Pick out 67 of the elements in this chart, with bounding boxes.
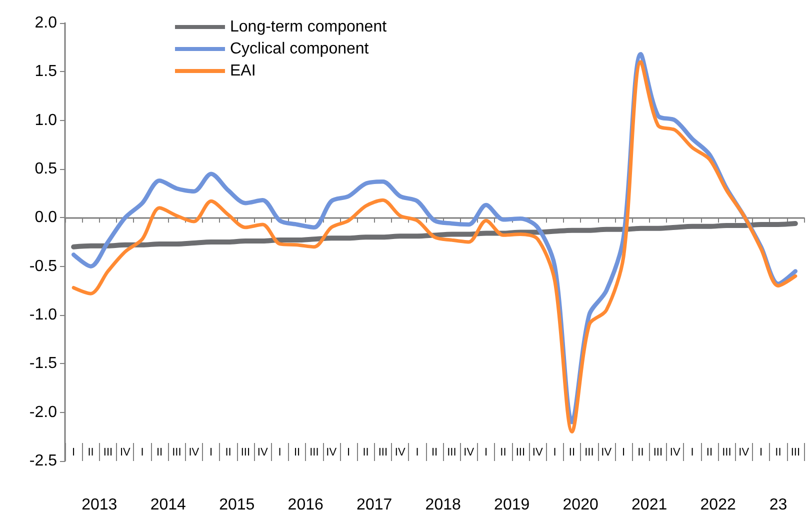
x-tick-label: IV xyxy=(394,446,406,458)
x-tick-label: IV xyxy=(738,446,750,458)
y-tick-label: -2.5 xyxy=(29,452,58,470)
x-tick-label: III xyxy=(722,446,732,458)
x-tick-label: I xyxy=(72,446,76,458)
legend-label: Cyclical component xyxy=(230,40,370,58)
x-tick-label: III xyxy=(447,446,456,458)
text: 2016 xyxy=(288,496,324,514)
x-tick-label: I xyxy=(690,446,694,458)
x-tick-label: IV xyxy=(120,446,132,458)
y-tick-label: -1.0 xyxy=(29,306,58,324)
x-tick-label: I xyxy=(347,446,350,458)
y-tick-label: -0.5 xyxy=(29,258,58,275)
text: 2020 xyxy=(562,496,598,514)
text: 23 xyxy=(769,496,788,514)
y-tick-label: -2.0 xyxy=(29,404,58,421)
x-tick-label: I xyxy=(210,446,213,458)
x-tick-label: III xyxy=(310,446,319,458)
text: 2021 xyxy=(632,496,668,514)
x-tick-label: II xyxy=(638,446,644,458)
x-tick-label: II xyxy=(225,446,232,458)
y-tick-label: -1.5 xyxy=(29,355,58,372)
text: 2022 xyxy=(700,496,736,514)
x-tick-label: I xyxy=(760,446,763,458)
text: 2014 xyxy=(150,496,186,514)
legend-label: EAI xyxy=(230,62,256,80)
x-tick-label: I xyxy=(553,446,556,458)
x-tick-label: II xyxy=(156,446,163,458)
x-tick-label: I xyxy=(622,446,626,458)
x-tick-label: I xyxy=(278,446,282,458)
x-tick-label: II xyxy=(775,446,782,458)
x-tick-label: I xyxy=(416,446,419,458)
x-tick-label: IV xyxy=(532,446,544,458)
text: 2018 xyxy=(425,496,461,514)
y-tick-label: 0.0 xyxy=(34,209,58,226)
x-tick-label: II xyxy=(294,446,300,458)
x-tick-label: III xyxy=(172,446,182,458)
x-tick-label: I xyxy=(484,446,488,458)
x-tick-label: III xyxy=(103,446,113,458)
x-tick-label: I xyxy=(140,446,144,458)
y-tick-label: 2.0 xyxy=(34,14,58,32)
x-tick-label: III xyxy=(653,446,663,458)
text: 2013 xyxy=(82,496,118,514)
x-tick-label: II xyxy=(568,446,576,458)
x-tick-label: II xyxy=(706,446,713,458)
x-tick-label: IV xyxy=(601,446,612,458)
x-tick-label: III xyxy=(378,446,388,458)
x-tick-label: III xyxy=(790,446,800,458)
legend-label: Long-term component xyxy=(230,18,388,36)
x-tick-label: IV xyxy=(257,446,268,458)
x-tick-label: II xyxy=(362,446,369,458)
y-tick-label: 1.5 xyxy=(34,63,58,80)
y-tick-label: 0.5 xyxy=(34,160,58,178)
x-tick-label: III xyxy=(516,446,526,458)
text: 2019 xyxy=(494,496,530,514)
x-tick-label: III xyxy=(584,446,594,458)
x-tick-label: II xyxy=(431,446,438,458)
text: 2017 xyxy=(356,496,392,514)
x-tick-label: III xyxy=(240,446,250,458)
x-tick-label: II xyxy=(500,446,506,458)
x-tick-label: IV xyxy=(326,446,338,458)
x-tick-label: IV xyxy=(670,446,681,458)
x-tick-label: IV xyxy=(464,446,475,458)
text: 2015 xyxy=(219,496,255,514)
x-tick-label: IV xyxy=(188,446,200,458)
x-tick-label: II xyxy=(88,446,94,458)
y-tick-label: 1.0 xyxy=(34,112,58,129)
